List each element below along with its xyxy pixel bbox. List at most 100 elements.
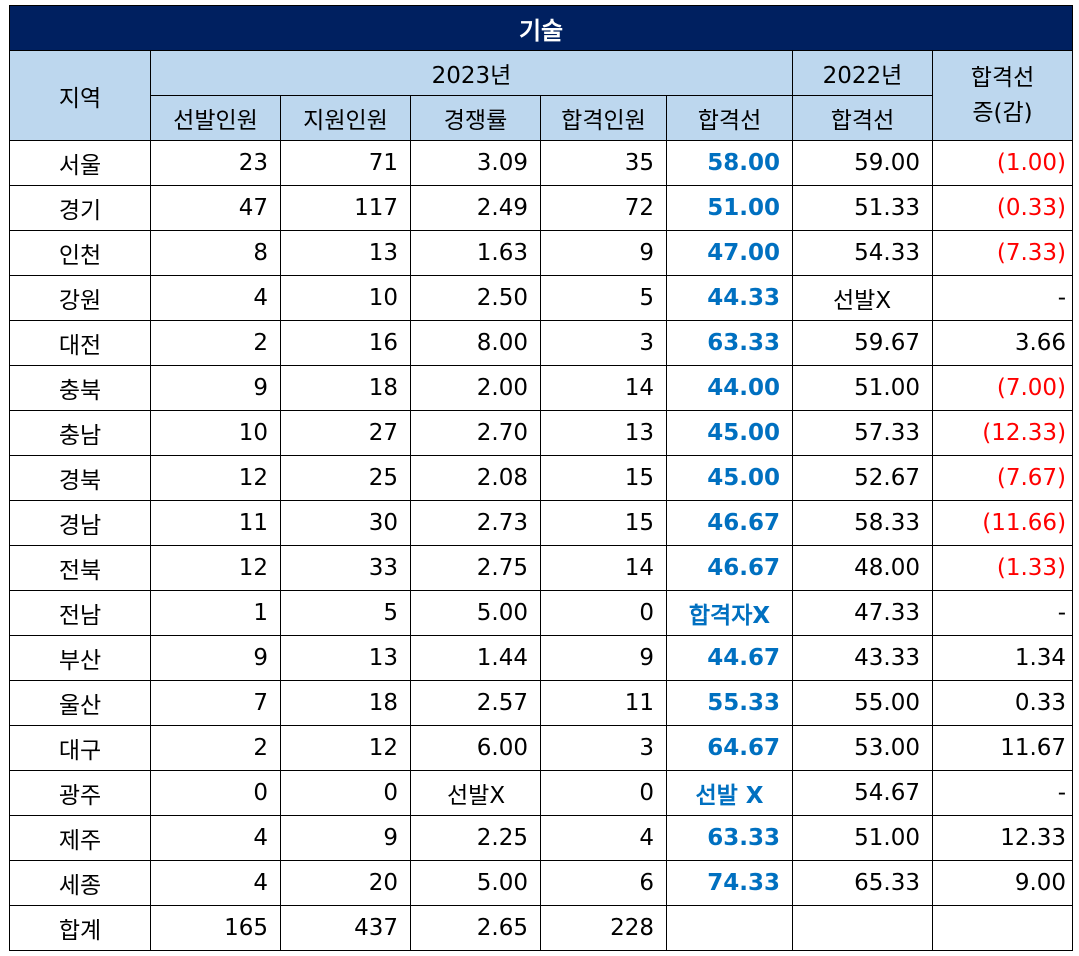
cell-region: 제주	[9, 815, 151, 861]
cell-change: -	[931, 590, 1074, 636]
cell-ratio: 2.49	[410, 185, 541, 231]
table-row: 광주 0 0 선발X 0 선발 X 54.67-	[9, 770, 1074, 816]
cell-cutoff: 46.67	[666, 545, 793, 591]
cell-prev-cutoff: 65.33	[792, 860, 933, 906]
cell-ratio: 5.00	[410, 590, 541, 636]
cell-region: 경기	[9, 185, 151, 231]
table-row: 제주 4 9 2.25 4 63.33 51.00 12.33	[9, 815, 1074, 861]
cell-prev-cutoff: 55.00	[792, 680, 933, 726]
table-row: 강원 4 10 2.50 5 44.33 선발X -	[9, 275, 1074, 321]
header-change-line2: 증(감)	[972, 99, 1033, 126]
cell-selected: 4	[150, 275, 281, 321]
cell-passed: 0	[540, 590, 667, 636]
cell-passed: 6	[540, 860, 667, 906]
cell-cutoff: 64.67	[666, 725, 793, 771]
cell-passed: 13	[540, 410, 667, 456]
cell-cutoff: 74.33	[666, 860, 793, 906]
header-year-2022: 2022년	[792, 50, 933, 96]
cell-prev-cutoff: 57.33	[792, 410, 933, 456]
cell-cutoff: 58.00	[666, 140, 793, 186]
cell-change: -	[931, 770, 1074, 816]
cell-change: 12.33	[931, 815, 1074, 861]
header-applied: 지원인원	[280, 95, 411, 141]
table-row: 충북 9 18 2.00 14 44.00 51.00 (7.00)	[9, 365, 1074, 411]
cell-prev-cutoff: 43.33	[792, 635, 933, 681]
header-change: 합격선 증(감)	[931, 50, 1074, 141]
cell-cutoff: 선발 X	[666, 770, 793, 816]
cell-selected: 11	[150, 500, 281, 546]
cell-selected: 4	[150, 815, 281, 861]
cell-region: 충북	[9, 365, 151, 411]
cell-applied: 18	[280, 365, 411, 411]
cell-ratio: 2.73	[410, 500, 541, 546]
cell-cutoff: 44.00	[666, 365, 793, 411]
cell-region: 세종	[9, 860, 151, 906]
cell-applied: 5	[280, 590, 411, 636]
cell-applied: 30	[280, 500, 411, 546]
cell-ratio: 3.09	[410, 140, 541, 186]
cell-ratio: 2.65	[410, 905, 541, 951]
cell-region: 경남	[9, 500, 151, 546]
cell-prev-cutoff: 48.00	[792, 545, 933, 591]
cell-cutoff: 45.00	[666, 455, 793, 501]
cell-ratio: 6.00	[410, 725, 541, 771]
cell-selected: 2	[150, 725, 281, 771]
cell-region: 합계	[9, 905, 151, 951]
cell-region: 울산	[9, 680, 151, 726]
cell-applied: 71	[280, 140, 411, 186]
cell-change: 0.33	[931, 680, 1074, 726]
cell-passed: 15	[540, 500, 667, 546]
cell-selected: 23	[150, 140, 281, 186]
table-row: 대전 2 16 8.00 3 63.33 59.67 3.66	[9, 320, 1074, 366]
table-body: 서울 23 71 3.09 35 58.00 59.00 (1.00) 경기 47 117 2.49 7…	[9, 140, 1074, 951]
cell-prev-cutoff: 51.33	[792, 185, 933, 231]
cell-passed: 14	[540, 365, 667, 411]
cell-selected: 12	[150, 545, 281, 591]
cell-passed: 15	[540, 455, 667, 501]
results-table: 기술 지역 2023년 2022년 합격선 증(감) 선발인원 지원인원 경쟁률…	[8, 5, 1074, 951]
cell-applied: 437	[280, 905, 411, 951]
header-change-line1: 합격선	[970, 65, 1035, 91]
cell-change: 3.66	[931, 320, 1074, 366]
cell-selected: 2	[150, 320, 281, 366]
cell-cutoff: 51.00	[666, 185, 793, 231]
header-prev-cutoff: 합격선	[792, 95, 933, 141]
cell-applied: 18	[280, 680, 411, 726]
table-row: 합계 165 437 2.65 228	[9, 905, 1074, 951]
table-row: 경기 47 117 2.49 72 51.00 51.33 (0.33)	[9, 185, 1074, 231]
cell-ratio: 2.57	[410, 680, 541, 726]
header-region: 지역	[9, 50, 151, 141]
cell-cutoff: 합격자X	[666, 590, 793, 636]
cell-cutoff: 63.33	[666, 320, 793, 366]
cell-cutoff: 47.00	[666, 230, 793, 276]
cell-selected: 9	[150, 365, 281, 411]
cell-cutoff: 44.67	[666, 635, 793, 681]
cell-region: 경북	[9, 455, 151, 501]
cell-applied: 0	[280, 770, 411, 816]
cell-prev-cutoff: 53.00	[792, 725, 933, 771]
cell-applied: 27	[280, 410, 411, 456]
cell-prev-cutoff: 51.00	[792, 815, 933, 861]
cell-ratio: 2.50	[410, 275, 541, 321]
cell-prev-cutoff: 51.00	[792, 365, 933, 411]
cell-cutoff	[666, 905, 793, 951]
cell-applied: 13	[280, 230, 411, 276]
cell-ratio: 8.00	[410, 320, 541, 366]
cell-selected: 8	[150, 230, 281, 276]
cell-applied: 10	[280, 275, 411, 321]
cell-ratio: 2.70	[410, 410, 541, 456]
cell-change: -	[931, 275, 1074, 321]
cell-cutoff: 63.33	[666, 815, 793, 861]
cell-ratio: 2.75	[410, 545, 541, 591]
cell-passed: 72	[540, 185, 667, 231]
cell-selected: 1	[150, 590, 281, 636]
header-cutoff: 합격선	[666, 95, 793, 141]
cell-cutoff: 45.00	[666, 410, 793, 456]
cell-passed: 0	[540, 770, 667, 816]
cell-region: 강원	[9, 275, 151, 321]
cell-prev-cutoff: 54.67	[792, 770, 933, 816]
results-table-container: 기술 지역 2023년 2022년 합격선 증(감) 선발인원 지원인원 경쟁률…	[8, 5, 1074, 951]
cell-change: (12.33)	[931, 410, 1074, 456]
cell-selected: 7	[150, 680, 281, 726]
cell-change: (1.33)	[931, 545, 1074, 591]
